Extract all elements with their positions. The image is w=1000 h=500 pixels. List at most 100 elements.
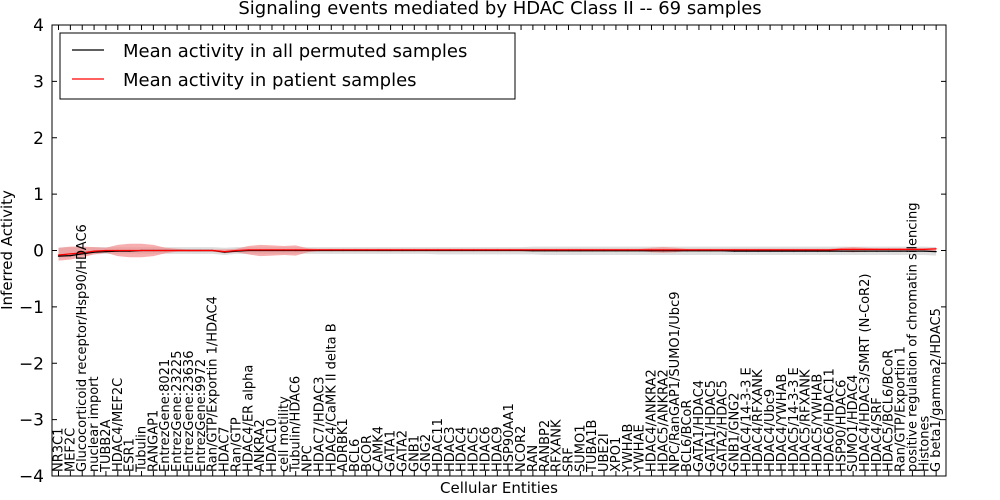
x-tick-label: NCOR2 — [514, 426, 529, 472]
data-point-patient — [579, 249, 581, 251]
data-point-patient — [473, 249, 475, 251]
data-point-patient — [176, 249, 178, 252]
data-point-patient — [307, 249, 309, 251]
y-tick-label: 1 — [33, 185, 44, 205]
x-axis-label: Cellular Entities — [440, 479, 558, 497]
data-point-permuted — [864, 250, 866, 252]
x-tick-label: Tubulin/HDAC6 — [289, 376, 304, 473]
x-tick-label: TUBA1B — [585, 420, 600, 473]
x-tick-label: HDAC4/ANKRA2 — [645, 369, 660, 472]
x-tick-label: BCL6/BCoR — [680, 400, 695, 472]
x-tick-label: nuclear import — [87, 376, 102, 472]
series-lines — [57, 248, 937, 257]
data-point-patient — [662, 249, 665, 251]
data-point-patient — [876, 248, 878, 250]
data-point-permuted — [69, 255, 71, 257]
x-tick-label: Histones — [917, 416, 932, 472]
x-tick-label: NPC/RanGAP1/SUMO1/Ubc9 — [668, 292, 683, 472]
y-axis-label: Inferred Activity — [0, 190, 16, 310]
data-point-permuted — [911, 250, 914, 252]
x-tick-label: HDAC4/CaMK II delta B — [324, 323, 339, 472]
x-tick-label: HDAC5/YWHAB — [811, 374, 826, 472]
x-tick-label: YWHAB — [621, 424, 636, 473]
x-tick-label: BCL6 — [348, 439, 363, 472]
x-tick-label: GATA2/HDAC5 — [716, 380, 731, 472]
data-point-patient — [745, 249, 748, 251]
x-tick-label: GATA2 — [395, 430, 410, 472]
y-tick-label: 0 — [33, 242, 44, 262]
y-tick-label: 3 — [33, 72, 44, 92]
x-tick-label: SRF — [562, 447, 577, 472]
y-tick-label: −2 — [19, 354, 44, 374]
data-point-patient — [769, 249, 771, 251]
data-point-patient — [484, 249, 487, 251]
x-tick-label: HDAC4/YWHAB — [775, 374, 790, 472]
x-tick-label: HDAC9 — [490, 426, 505, 472]
x-tick-label: RANBP2 — [538, 420, 553, 472]
band-permuted — [58, 246, 937, 258]
x-tick-label: ANKRA2 — [253, 419, 268, 472]
data-point-patient — [105, 249, 107, 252]
data-point-patient — [757, 249, 759, 251]
data-point-patient — [200, 249, 202, 252]
data-point-permuted — [816, 250, 819, 252]
data-point-patient — [722, 249, 724, 251]
x-tick-label: HDAC6/HDAC11 — [822, 368, 837, 472]
x-tick-label: HDAC10 — [265, 418, 280, 472]
x-tick-label: XPO1 — [609, 437, 624, 472]
data-point-patient — [390, 249, 392, 251]
data-point-patient — [461, 249, 463, 251]
data-point-patient — [520, 249, 522, 251]
data-point-patient — [852, 248, 854, 250]
data-point-permuted — [745, 250, 748, 252]
data-point-permuted — [935, 251, 937, 253]
x-tick-label: EntrezGene:9972 — [194, 359, 209, 472]
x-tick-label: TUBB2A — [99, 419, 114, 473]
x-tick-label: NPC — [301, 445, 316, 472]
x-tick-label: HDAC4/HDAC3/SMRT (N-CoR2) — [858, 274, 873, 472]
data-point-patient — [342, 249, 344, 251]
data-point-patient — [627, 249, 629, 251]
data-point-patient — [449, 249, 451, 251]
y-tick-label: −4 — [19, 467, 44, 487]
x-tick-label: HDAC4 — [455, 426, 470, 472]
x-tick-label: Ran/GTP — [229, 417, 244, 472]
data-point-patient — [710, 249, 712, 251]
data-point-patient — [235, 249, 237, 252]
x-tick-label: positive regulation of chromatin silenci… — [905, 202, 920, 472]
chart-title: Signaling events mediated by HDAC Class … — [238, 0, 761, 19]
x-tick-label: HDAC3 — [443, 426, 458, 472]
data-point-patient — [556, 249, 558, 251]
data-point-patient — [508, 249, 510, 251]
x-tick-label: HSP90/HDAC6 — [834, 380, 849, 472]
x-tick-label: Glucocorticoid receptor/Hsp90/HDAC6 — [75, 224, 90, 472]
data-point-patient — [129, 249, 131, 252]
data-point-patient — [603, 249, 605, 251]
x-tick-label: ADRBK1 — [336, 418, 351, 472]
x-tick-label: HDAC4/Ubc9 — [763, 389, 778, 472]
data-point-patient — [188, 249, 190, 252]
data-point-patient — [840, 248, 842, 250]
x-tick-label: NR3C1 — [52, 428, 67, 472]
data-point-patient — [425, 249, 427, 251]
data-point-permuted — [923, 250, 925, 252]
data-point-permuted — [733, 250, 736, 252]
data-point-patient — [567, 249, 570, 251]
data-point-patient — [57, 254, 60, 256]
data-point-patient — [271, 249, 273, 251]
x-tick-label: HDAC4/SRF — [870, 397, 885, 472]
x-tick-label: RAN — [526, 445, 541, 472]
x-tick-label: HDAC5/BCL6/BCoR — [882, 350, 897, 472]
data-point-patient — [295, 249, 297, 251]
x-tick-label: BCOR — [360, 435, 375, 472]
data-point-patient — [223, 251, 226, 253]
legend-label-patient: Mean activity in patient samples — [123, 70, 417, 91]
x-tick-label: GNG2 — [419, 434, 434, 472]
x-tick-label: HDAC6 — [479, 426, 494, 472]
x-tick-label: UBE2I — [597, 433, 612, 472]
data-point-permuted — [93, 251, 95, 253]
x-tick-label: HDAC7/HDAC3 — [312, 376, 327, 472]
data-point-patient — [650, 249, 653, 251]
data-point-permuted — [900, 250, 902, 252]
